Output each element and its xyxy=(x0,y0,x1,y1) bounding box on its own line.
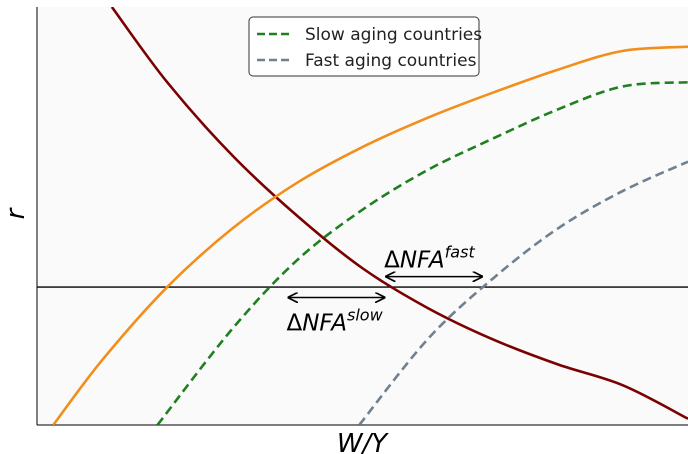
series-line-demand xyxy=(110,7,688,420)
legend-label-fast: Fast aging countries xyxy=(305,51,477,71)
legend-box xyxy=(248,16,480,77)
y-axis-label: r xyxy=(1,206,31,219)
series-line-supply_slow xyxy=(156,80,688,425)
series-line-supply_world xyxy=(52,45,688,425)
legend-label-slow: Slow aging countries xyxy=(305,25,482,45)
delta-label-fast: ΔNFAfast xyxy=(384,243,475,274)
x-axis-label: W/Y xyxy=(337,429,389,454)
plot-area xyxy=(37,7,688,425)
series-line-supply_fast xyxy=(358,160,688,425)
delta-label-slow: ΔNFAslow xyxy=(286,306,383,337)
legend: Slow aging countries Fast aging countrie… xyxy=(248,16,482,77)
